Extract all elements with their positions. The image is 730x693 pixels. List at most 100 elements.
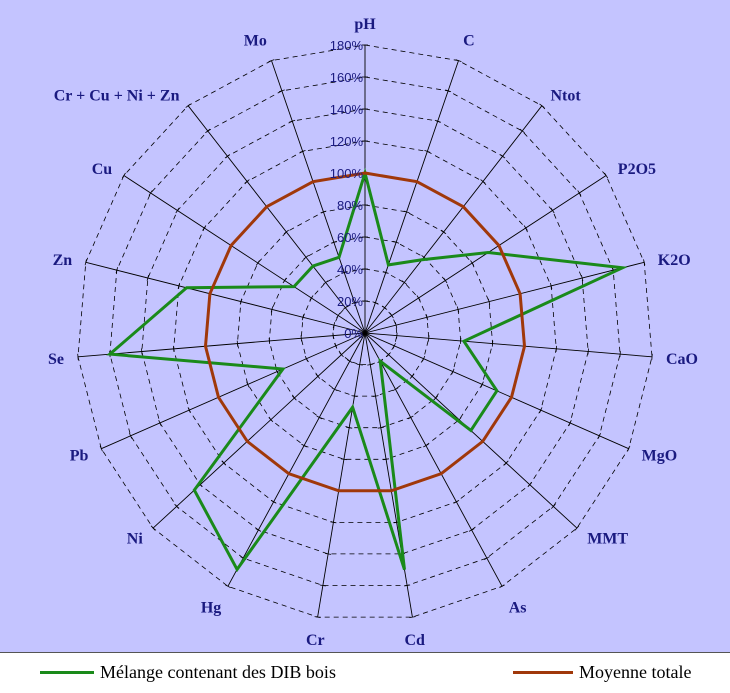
grid-ring-40: [300, 268, 430, 397]
spoke-tick: [77, 353, 79, 360]
spoke-tick: [499, 154, 506, 159]
spoke-tick: [244, 179, 250, 184]
spoke-tick: [409, 616, 416, 618]
radar-chart: 0% 20% 40% 60% 80% 100% 120% 140% 160% 180% pH C Nt…: [48, 16, 698, 649]
spoke-tick: [84, 259, 87, 266]
spoke-tick: [187, 407, 191, 414]
spoke-tick: [367, 363, 374, 366]
axis-label: MgO: [642, 447, 678, 464]
series-line-2: [203, 171, 527, 493]
legend-divider: [0, 652, 730, 653]
spoke-tick: [604, 172, 609, 179]
spoke-tick: [301, 314, 305, 321]
axis-label: C: [463, 32, 475, 49]
spoke-tick: [422, 355, 426, 362]
spoke-tick: [550, 282, 553, 289]
spoke-tick: [455, 59, 462, 62]
spoke-17: [187, 105, 366, 334]
spoke-tick: [393, 240, 400, 244]
spoke-12: [152, 332, 366, 529]
spoke-tick: [224, 154, 231, 159]
legend-swatch-series-1: [40, 670, 94, 674]
spoke-tick: [332, 332, 334, 339]
spoke-9: [364, 332, 413, 618]
spoke-tick: [289, 119, 296, 123]
axis-label: Mo: [244, 32, 267, 49]
spoke-tick: [282, 277, 287, 284]
spoke-tick: [386, 352, 391, 358]
spoke-tick: [300, 335, 302, 342]
spoke-tick: [205, 128, 211, 134]
spoke-tick: [330, 240, 337, 244]
spoke-14: [77, 332, 366, 358]
spoke-16: [123, 175, 366, 334]
tick-layer: 0% 20% 40% 60% 80% 100% 120% 140% 160% 180%: [330, 38, 364, 341]
spoke-tick: [581, 274, 584, 282]
spoke-tick: [351, 301, 358, 305]
spoke-tick: [392, 387, 399, 392]
spoke-tick: [342, 305, 348, 310]
grid-ring-60: [268, 236, 462, 429]
spoke-tick: [396, 332, 398, 339]
spoke-tick: [423, 443, 429, 448]
axis-label: Se: [48, 351, 64, 368]
spoke-tick: [173, 345, 175, 352]
spoke-2: [364, 105, 543, 334]
spoke-tick: [389, 312, 394, 319]
spoke-tick: [451, 368, 455, 375]
axis-label: Cd: [404, 632, 425, 649]
spoke-tick: [141, 348, 143, 355]
spoke-11: [227, 332, 366, 587]
spoke-tick: [283, 229, 289, 235]
axis-label: Cu: [92, 161, 113, 178]
spoke-tick: [356, 363, 363, 366]
axis-label: CaO: [666, 351, 698, 368]
spoke-tick: [503, 460, 509, 466]
spoke-5: [364, 332, 653, 358]
spoke-tick: [403, 210, 410, 214]
spoke-tick: [129, 432, 133, 439]
spoke-tick: [332, 322, 336, 329]
spoke-tick: [236, 340, 239, 347]
spoke-tick: [246, 381, 250, 388]
spoke-tick: [627, 445, 631, 452]
axis-label: Ni: [127, 531, 144, 548]
tick-label: 0%: [344, 326, 363, 341]
spoke-tick: [270, 500, 277, 504]
spoke-tick: [323, 280, 329, 285]
spoke-tick: [577, 190, 582, 196]
spoke-tick: [314, 616, 321, 618]
spoke-tick: [315, 373, 321, 379]
spoke-tick: [468, 528, 475, 532]
legend-item-series-1: Mélange contenant des DIB bois: [40, 654, 336, 690]
spoke-tick: [643, 259, 646, 266]
spoke-tick: [445, 89, 452, 93]
tick-label: 60%: [337, 230, 363, 245]
axis-label: P2O5: [618, 161, 656, 178]
spoke-tick: [339, 352, 344, 358]
spoke-tick: [539, 407, 543, 414]
spoke-tick: [115, 267, 118, 274]
spoke-tick: [278, 89, 285, 93]
spoke-tick: [221, 460, 227, 466]
legend-label-series-2: Moyenne totale: [579, 661, 692, 682]
spoke-tick: [299, 150, 306, 153]
tick-label: 180%: [330, 38, 364, 53]
tick-label: 40%: [337, 262, 363, 277]
spoke-tick: [519, 128, 525, 134]
spoke-tick: [150, 525, 156, 531]
spoke-tick: [434, 119, 441, 123]
spoke-tick: [568, 420, 572, 426]
spoke-tick: [202, 225, 207, 231]
spoke-tick: [309, 295, 314, 301]
spoke-tick: [527, 482, 533, 488]
spoke-tick: [372, 395, 379, 397]
spoke-tick: [146, 274, 149, 282]
spoke-tick: [303, 255, 309, 260]
spoke-layer: [77, 44, 653, 618]
spoke-tick: [377, 426, 384, 429]
spoke-tick: [491, 340, 494, 347]
spoke-tick: [341, 271, 348, 274]
spoke-tick: [372, 301, 379, 305]
axis-label: Ntot: [551, 88, 582, 105]
